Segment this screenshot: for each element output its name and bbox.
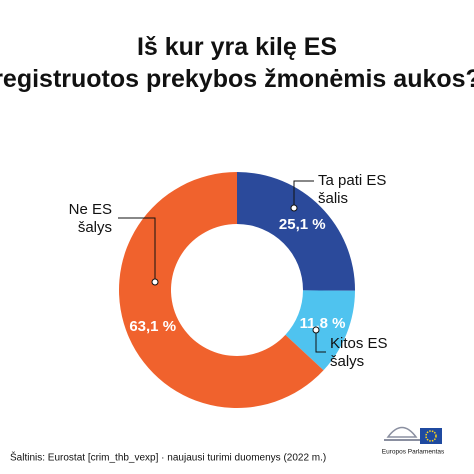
connector xyxy=(315,330,326,353)
category-label: Kitos ES šalys xyxy=(330,335,388,370)
value-label: 25,1 % xyxy=(279,216,326,233)
donut-segment xyxy=(285,290,355,371)
connector-dot xyxy=(151,278,159,286)
logo-text: Europos Parlamentas xyxy=(382,449,445,456)
value-label: 63,1 % xyxy=(129,318,176,335)
logo-icon xyxy=(386,426,418,438)
connector-dot xyxy=(312,326,320,334)
source: Šaltinis: Eurostat [crim_thb_vexp] · nau… xyxy=(10,451,326,464)
logo: Europos Parlamentas xyxy=(382,426,445,456)
connector-dot xyxy=(290,204,298,212)
connector xyxy=(293,180,314,208)
chart-title: Iš kur yra kilę ES registruotos prekybos … xyxy=(0,33,474,93)
value-label: 11,8 % xyxy=(300,315,346,332)
donut-segment xyxy=(118,172,324,409)
connector xyxy=(118,217,156,282)
category-label: Ne ES šalys xyxy=(69,201,112,236)
donut-segment xyxy=(237,172,355,291)
eu-flag xyxy=(420,428,442,444)
eu-stars xyxy=(425,430,437,442)
category-label: Ta pati ES šalis xyxy=(318,172,386,207)
